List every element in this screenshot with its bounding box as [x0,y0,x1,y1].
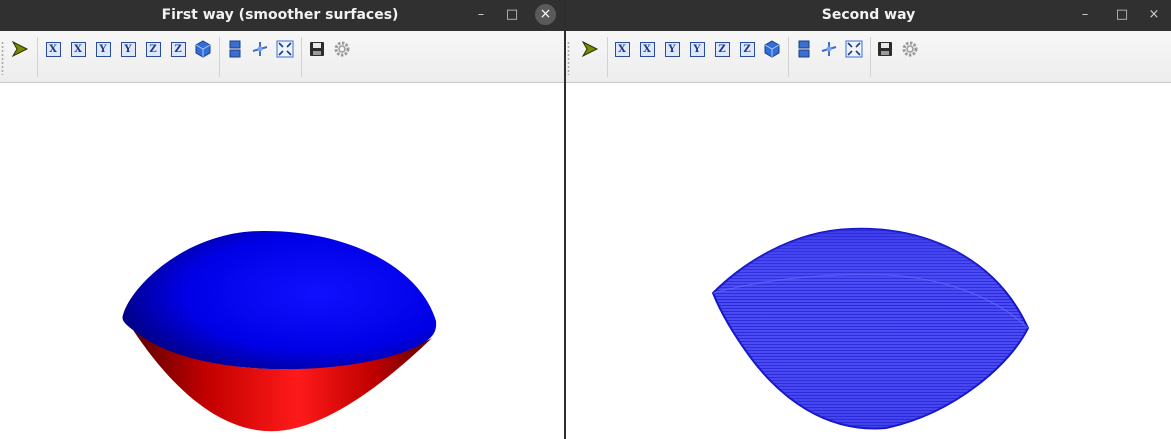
view-minus-x-button[interactable]: X [637,39,657,59]
lens-surface-plot [711,227,1030,430]
settings-icon[interactable] [332,39,352,59]
window-divider [564,0,566,439]
window-second-way: Second way – □ × X X Y Y Z Z [566,0,1171,439]
toolbar-separator [219,37,220,77]
close-button[interactable]: × [1148,7,1160,22]
rotate-icon[interactable] [819,39,839,59]
toolbar: X X Y Y Z Z [0,31,564,83]
title-bar[interactable]: Second way – □ × [566,0,1171,31]
view-minus-z-button[interactable]: Z [737,39,757,59]
view-x-button[interactable]: X [612,39,632,59]
window-title: First way (smoother surfaces) [161,7,399,23]
bowl-surface-plot [122,230,437,432]
fit-icon[interactable] [275,39,295,59]
title-bar[interactable]: First way (smoother surfaces) – □ × [0,0,564,31]
toolbar-separator [788,37,789,77]
window-title: Second way [821,7,916,23]
toolbar: X X Y Y Z Z [566,31,1171,83]
view-minus-y-button[interactable]: Y [118,39,138,59]
save-icon[interactable] [307,39,327,59]
3d-viewport[interactable] [566,83,1171,439]
view-minus-y-button[interactable]: Y [687,39,707,59]
3d-viewport[interactable] [0,83,564,439]
maximize-button[interactable]: □ [505,7,519,22]
toolbar-separator [870,37,871,77]
lower-red-surface [133,330,432,432]
stack-icon[interactable] [225,39,245,59]
toolbar-separator [607,37,608,77]
iso-cube-icon[interactable] [762,39,782,59]
save-icon[interactable] [875,39,895,59]
settings-icon[interactable] [900,39,920,59]
window-first-way: First way (smoother surfaces) – □ × X X … [0,0,564,439]
view-z-button[interactable]: Z [712,39,732,59]
lens-rim-edge [712,274,1029,329]
stack-icon[interactable] [794,39,814,59]
view-z-button[interactable]: Z [143,39,163,59]
view-y-button[interactable]: Y [93,39,113,59]
view-minus-x-button[interactable]: X [68,39,88,59]
toolbar-grip[interactable] [1,41,4,75]
close-button[interactable]: × [535,4,556,25]
toolbar-grip[interactable] [567,41,570,75]
toolbar-separator [37,37,38,77]
minimize-button[interactable]: – [477,7,485,22]
rotate-icon[interactable] [250,39,270,59]
pointer-icon[interactable] [10,39,30,59]
iso-cube-icon[interactable] [193,39,213,59]
maximize-button[interactable]: □ [1115,7,1129,22]
fit-icon[interactable] [844,39,864,59]
view-x-button[interactable]: X [43,39,63,59]
view-minus-z-button[interactable]: Z [168,39,188,59]
toolbar-separator [301,37,302,77]
lens-shading [713,228,1028,429]
view-y-button[interactable]: Y [662,39,682,59]
minimize-button[interactable]: – [1081,7,1089,22]
upper-blue-surface [122,230,437,370]
pointer-icon[interactable] [580,39,600,59]
